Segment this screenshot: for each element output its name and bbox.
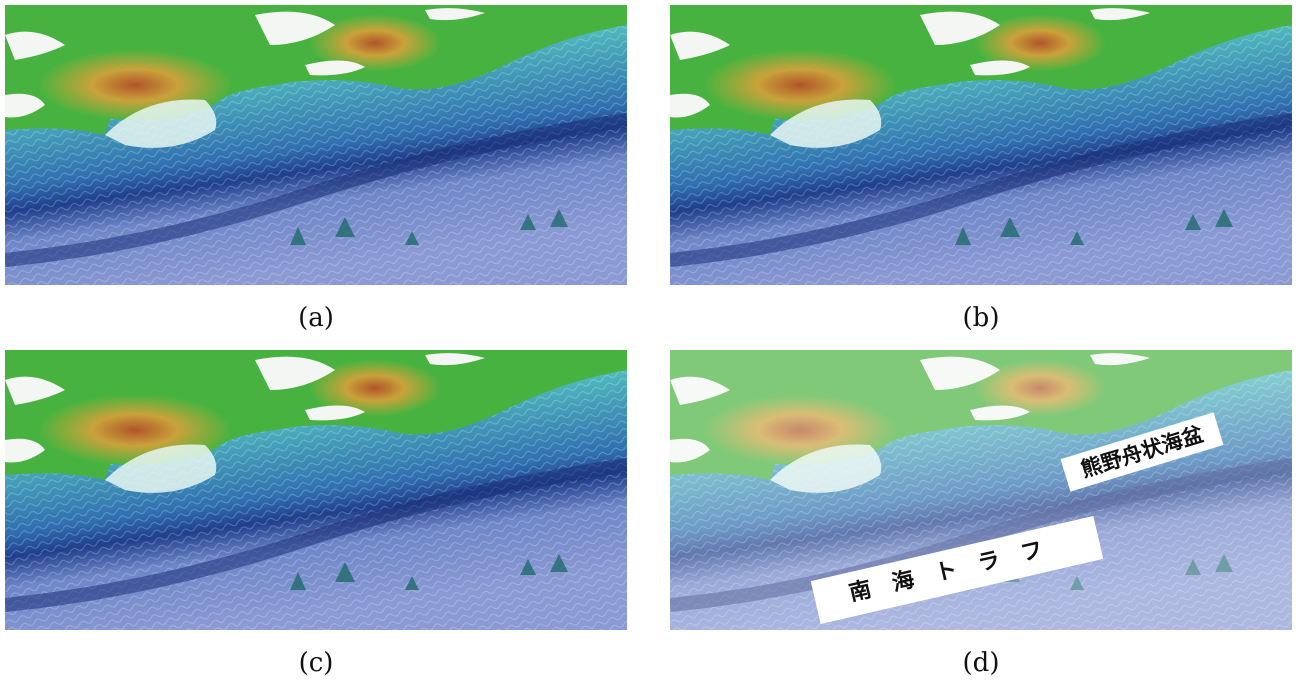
terrain-image: [670, 5, 1292, 285]
terrain-image: [5, 350, 627, 630]
caption: (d): [670, 648, 1292, 678]
caption: (b): [670, 303, 1292, 333]
terrain-image: [670, 350, 1292, 630]
caption: (c): [5, 648, 627, 678]
caption: (a): [5, 303, 627, 333]
terrain-image: [5, 5, 627, 285]
figure: (a) (b) (c) (d)熊野舟状海盆南海トラフ (() => { cons…: [0, 0, 1300, 686]
